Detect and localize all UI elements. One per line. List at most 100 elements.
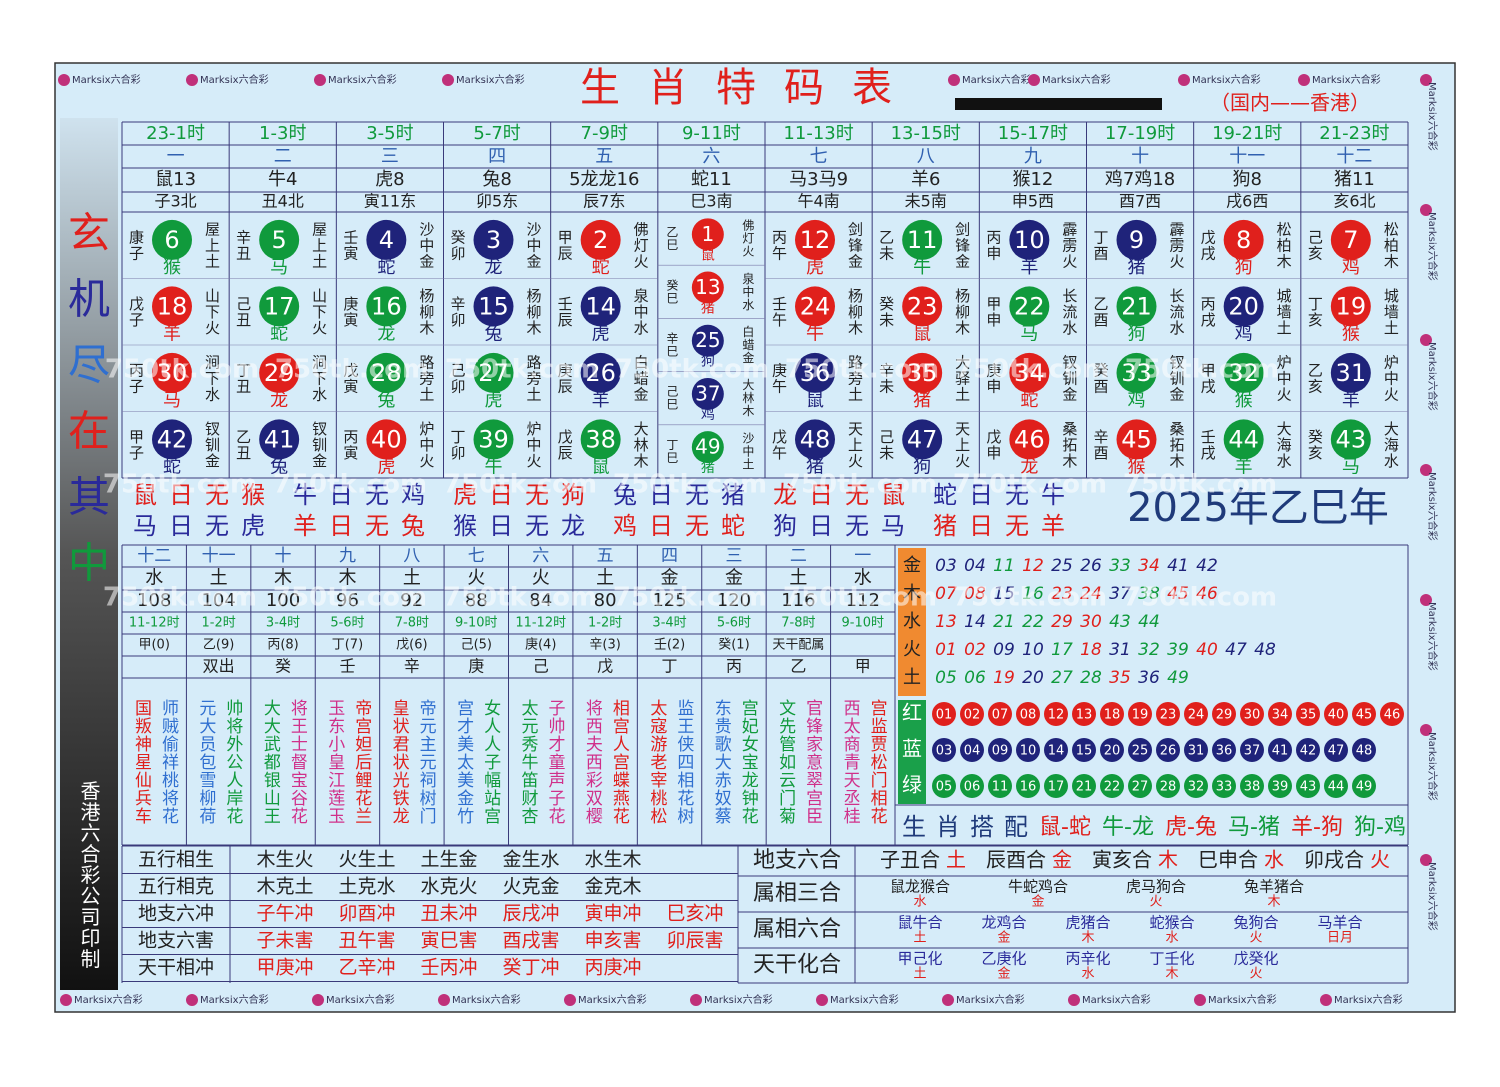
- element-number: 36: [1138, 668, 1160, 688]
- lower-row: 乙: [790, 657, 806, 676]
- element-number: 24: [1080, 584, 1102, 604]
- side-title-char: 在: [68, 407, 110, 456]
- element-number: 38: [1138, 584, 1160, 604]
- watermark: Marksix六合彩: [1426, 342, 1439, 411]
- watermark: Marksix六合彩: [962, 73, 1031, 86]
- element-label: 木: [903, 583, 921, 604]
- wave-label: 绿: [902, 773, 922, 797]
- relation: 金克木: [584, 876, 641, 898]
- ball: [1223, 419, 1264, 460]
- no-day: 龙日无鼠: [773, 481, 917, 509]
- ganzhi: 丁巳: [665, 438, 679, 464]
- site-watermark: 750tk.com: [445, 355, 599, 385]
- wave-number: 03: [936, 744, 953, 759]
- top-zodiac: 鼠13: [155, 169, 196, 190]
- element-number: 37: [1109, 584, 1131, 604]
- ball: [152, 352, 192, 393]
- ball: [1330, 352, 1371, 393]
- ball-number: 49: [695, 435, 720, 459]
- ball-number: 45: [1121, 425, 1152, 453]
- nayin: 剑锋金: [846, 221, 864, 269]
- ball: [1009, 219, 1050, 260]
- ball-animal: 猪: [913, 390, 931, 411]
- element-number: 17: [1051, 640, 1073, 660]
- top-numbers: 九: [1024, 146, 1042, 167]
- combo-element: 土: [913, 931, 926, 946]
- ball-number: 47: [907, 425, 938, 453]
- ball: [580, 419, 621, 460]
- ball: [795, 286, 835, 327]
- wave-ball: [1156, 774, 1180, 798]
- element-number: 35: [1109, 668, 1131, 688]
- site-watermark: 750tk.com: [103, 470, 257, 500]
- wave-number: 41: [1272, 744, 1289, 759]
- wave-ball: [1240, 702, 1264, 726]
- combo-element: 金: [997, 930, 1010, 946]
- combo-name: 龙鸡合: [981, 914, 1026, 932]
- combo-name: 甲己化: [897, 950, 942, 968]
- lower-hours: 7-8时: [395, 616, 429, 631]
- top-hours: 11-13时: [783, 123, 853, 144]
- relation: 木克土: [256, 876, 313, 898]
- ball-animal: 龙: [485, 257, 503, 278]
- combo-element: 土: [946, 848, 966, 872]
- nayin: 炉中火: [1275, 354, 1293, 402]
- wave-number: 35: [1300, 708, 1317, 723]
- lower-elements: 土: [403, 568, 421, 589]
- wave-ball: [988, 774, 1012, 798]
- top-hours: 19-21时: [1212, 123, 1282, 144]
- ganzhi: 癸巳: [665, 278, 679, 304]
- poem: 国叛神星仙兵车: [131, 699, 152, 825]
- ball-number: 6: [164, 226, 179, 254]
- ball: [366, 352, 407, 393]
- no-day: 虎日无狗: [453, 481, 597, 509]
- relation: 土生金: [420, 849, 477, 871]
- element-number: 20: [1022, 668, 1044, 688]
- lower-hours: 1-2时: [202, 616, 236, 631]
- combo-label: 属相六合: [753, 917, 841, 942]
- pair: 狗-鸡: [1354, 815, 1406, 840]
- ball-number: 17: [264, 292, 295, 320]
- ganzhi: 乙酉: [1092, 296, 1110, 328]
- side-bar: [60, 118, 118, 990]
- ball-animal: 猴: [163, 257, 181, 278]
- ganzhi: 壬戌: [1199, 429, 1217, 461]
- ganzhi: 乙丑: [234, 429, 252, 461]
- wave-ball: [1212, 702, 1236, 726]
- watermark: Marksix六合彩: [456, 73, 525, 86]
- element-number: 47: [1225, 640, 1247, 660]
- site-watermark: 750tk.com: [953, 470, 1107, 500]
- combo-label: 天干化合: [753, 953, 841, 978]
- element-number: 08: [964, 584, 986, 604]
- poem: 将西夫西彩双樱: [582, 699, 603, 825]
- lower-values: 88: [465, 590, 488, 611]
- ball: [1223, 219, 1264, 260]
- ball-number: 15: [478, 292, 509, 320]
- top-zodiac: 马3马9: [789, 169, 848, 190]
- ball-animal: 牛: [913, 257, 931, 278]
- ball: [259, 352, 300, 393]
- ball-number: 43: [1336, 425, 1367, 453]
- combo-element: 木: [1165, 967, 1178, 982]
- lower-numbers: 九: [339, 546, 356, 566]
- ball-number: 40: [371, 425, 402, 453]
- pair: 鼠-蛇: [1039, 815, 1091, 840]
- ball-animal: 龙: [1020, 456, 1038, 477]
- wave-number: 23: [1160, 708, 1177, 723]
- wave-number: 11: [992, 780, 1009, 795]
- poem: 将王士督宝谷花: [287, 699, 308, 825]
- wave-ball: [960, 738, 984, 762]
- watermark: Marksix六合彩: [1426, 732, 1439, 801]
- nayin: 白蜡金: [632, 354, 650, 402]
- element-number: 32: [1138, 640, 1160, 660]
- ball-animal: 兔: [485, 323, 503, 344]
- poem: 子帅才童声子花: [545, 699, 566, 825]
- poem: 师贼偷祥桃将花: [158, 699, 179, 825]
- element-number: 44: [1138, 612, 1160, 632]
- poem: 太寇游老宰桃松: [646, 699, 667, 825]
- wave-ball: [1128, 774, 1152, 798]
- ball-animal: 猴: [1342, 323, 1360, 344]
- lower-values: 104: [201, 590, 235, 611]
- watermark-icon: [1420, 724, 1432, 736]
